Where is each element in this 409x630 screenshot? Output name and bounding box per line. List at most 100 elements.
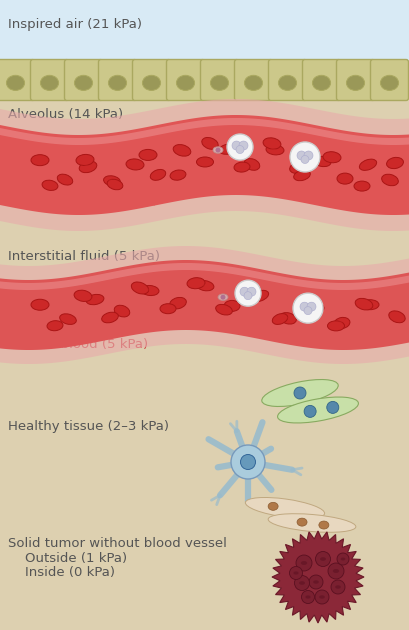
Ellipse shape bbox=[290, 162, 306, 173]
FancyBboxPatch shape bbox=[0, 59, 34, 101]
Ellipse shape bbox=[323, 152, 341, 163]
Text: Venous blood (5 kPa): Venous blood (5 kPa) bbox=[8, 338, 148, 351]
Circle shape bbox=[296, 555, 312, 571]
FancyBboxPatch shape bbox=[303, 59, 341, 101]
Ellipse shape bbox=[170, 170, 186, 180]
Ellipse shape bbox=[380, 76, 399, 91]
Ellipse shape bbox=[36, 303, 41, 305]
Ellipse shape bbox=[196, 157, 213, 167]
Ellipse shape bbox=[118, 309, 123, 312]
Circle shape bbox=[337, 553, 349, 565]
Ellipse shape bbox=[202, 137, 218, 149]
Circle shape bbox=[327, 401, 339, 413]
Text: Inside (0 kPa): Inside (0 kPa) bbox=[8, 566, 115, 579]
Ellipse shape bbox=[79, 161, 97, 173]
Ellipse shape bbox=[79, 294, 84, 296]
Ellipse shape bbox=[320, 557, 326, 561]
Ellipse shape bbox=[387, 158, 403, 169]
Ellipse shape bbox=[130, 163, 136, 164]
Ellipse shape bbox=[278, 397, 358, 423]
Ellipse shape bbox=[196, 280, 214, 291]
Ellipse shape bbox=[74, 290, 92, 302]
Ellipse shape bbox=[83, 165, 89, 168]
Ellipse shape bbox=[131, 282, 148, 294]
Polygon shape bbox=[0, 118, 409, 145]
Ellipse shape bbox=[36, 158, 41, 161]
Ellipse shape bbox=[298, 173, 303, 176]
Ellipse shape bbox=[42, 180, 58, 190]
Ellipse shape bbox=[245, 76, 263, 91]
Ellipse shape bbox=[141, 285, 159, 295]
Circle shape bbox=[301, 590, 315, 604]
Circle shape bbox=[304, 151, 313, 160]
Ellipse shape bbox=[299, 581, 305, 585]
Circle shape bbox=[236, 146, 244, 154]
FancyBboxPatch shape bbox=[234, 59, 272, 101]
Ellipse shape bbox=[218, 294, 228, 301]
Ellipse shape bbox=[106, 316, 111, 318]
Ellipse shape bbox=[248, 163, 253, 165]
Ellipse shape bbox=[332, 324, 337, 326]
Ellipse shape bbox=[142, 76, 161, 91]
Ellipse shape bbox=[160, 304, 176, 314]
Text: Interstitial fluid (5 kPa): Interstitial fluid (5 kPa) bbox=[8, 250, 160, 263]
Ellipse shape bbox=[306, 595, 310, 598]
Circle shape bbox=[216, 147, 220, 152]
Ellipse shape bbox=[335, 585, 341, 589]
Ellipse shape bbox=[61, 178, 66, 180]
Ellipse shape bbox=[293, 571, 299, 575]
Ellipse shape bbox=[173, 144, 191, 156]
Ellipse shape bbox=[267, 141, 273, 144]
Ellipse shape bbox=[294, 170, 310, 181]
Ellipse shape bbox=[391, 161, 396, 163]
Ellipse shape bbox=[276, 317, 281, 319]
Ellipse shape bbox=[139, 149, 157, 161]
Ellipse shape bbox=[7, 76, 25, 91]
Ellipse shape bbox=[114, 306, 130, 317]
FancyBboxPatch shape bbox=[166, 59, 204, 101]
FancyBboxPatch shape bbox=[371, 59, 409, 101]
Polygon shape bbox=[0, 115, 409, 215]
Ellipse shape bbox=[328, 321, 344, 331]
Circle shape bbox=[328, 563, 344, 579]
Ellipse shape bbox=[358, 185, 363, 186]
Ellipse shape bbox=[136, 286, 141, 289]
Circle shape bbox=[231, 445, 265, 479]
Ellipse shape bbox=[111, 183, 116, 185]
Ellipse shape bbox=[76, 154, 94, 166]
Ellipse shape bbox=[280, 312, 297, 324]
Polygon shape bbox=[0, 263, 409, 290]
Ellipse shape bbox=[338, 321, 343, 323]
Ellipse shape bbox=[364, 163, 369, 165]
Ellipse shape bbox=[312, 76, 330, 91]
Bar bbox=[0, 70, 409, 630]
Ellipse shape bbox=[360, 159, 377, 170]
Ellipse shape bbox=[178, 148, 183, 151]
Circle shape bbox=[240, 454, 256, 469]
Ellipse shape bbox=[46, 183, 51, 186]
Ellipse shape bbox=[103, 176, 120, 186]
FancyBboxPatch shape bbox=[65, 59, 103, 101]
Ellipse shape bbox=[234, 162, 250, 172]
FancyBboxPatch shape bbox=[31, 59, 68, 101]
Ellipse shape bbox=[174, 301, 179, 304]
Ellipse shape bbox=[146, 289, 151, 291]
Ellipse shape bbox=[328, 155, 333, 158]
Polygon shape bbox=[0, 99, 409, 231]
Text: Outside (1 kPa): Outside (1 kPa) bbox=[8, 552, 127, 565]
FancyBboxPatch shape bbox=[200, 59, 238, 101]
Ellipse shape bbox=[337, 173, 353, 184]
Ellipse shape bbox=[108, 179, 113, 181]
Ellipse shape bbox=[346, 76, 364, 91]
Ellipse shape bbox=[244, 159, 260, 170]
Ellipse shape bbox=[301, 561, 307, 565]
Ellipse shape bbox=[154, 173, 159, 175]
Bar bbox=[0, 0, 409, 70]
Circle shape bbox=[227, 134, 253, 160]
Ellipse shape bbox=[31, 154, 49, 166]
Ellipse shape bbox=[170, 297, 187, 309]
Ellipse shape bbox=[361, 300, 379, 310]
Circle shape bbox=[301, 156, 309, 164]
Ellipse shape bbox=[220, 308, 225, 310]
Ellipse shape bbox=[191, 281, 197, 284]
